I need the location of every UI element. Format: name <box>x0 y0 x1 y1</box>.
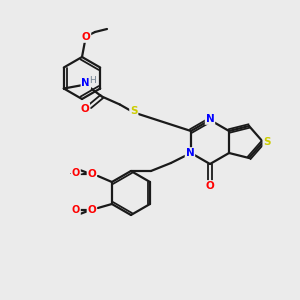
Text: N: N <box>206 114 214 124</box>
Text: O: O <box>88 169 96 179</box>
Text: O: O <box>206 181 214 191</box>
Text: O: O <box>72 205 80 215</box>
Text: S: S <box>263 137 271 147</box>
Text: O: O <box>80 103 89 113</box>
Text: methoxy: methoxy <box>70 173 76 174</box>
Text: O: O <box>72 168 80 178</box>
Text: N: N <box>186 148 194 158</box>
Text: N: N <box>81 79 90 88</box>
Text: H: H <box>89 76 96 85</box>
Text: S: S <box>130 106 138 116</box>
Text: methoxy: methoxy <box>76 172 82 174</box>
Text: O: O <box>82 32 90 42</box>
Text: O: O <box>88 205 96 215</box>
